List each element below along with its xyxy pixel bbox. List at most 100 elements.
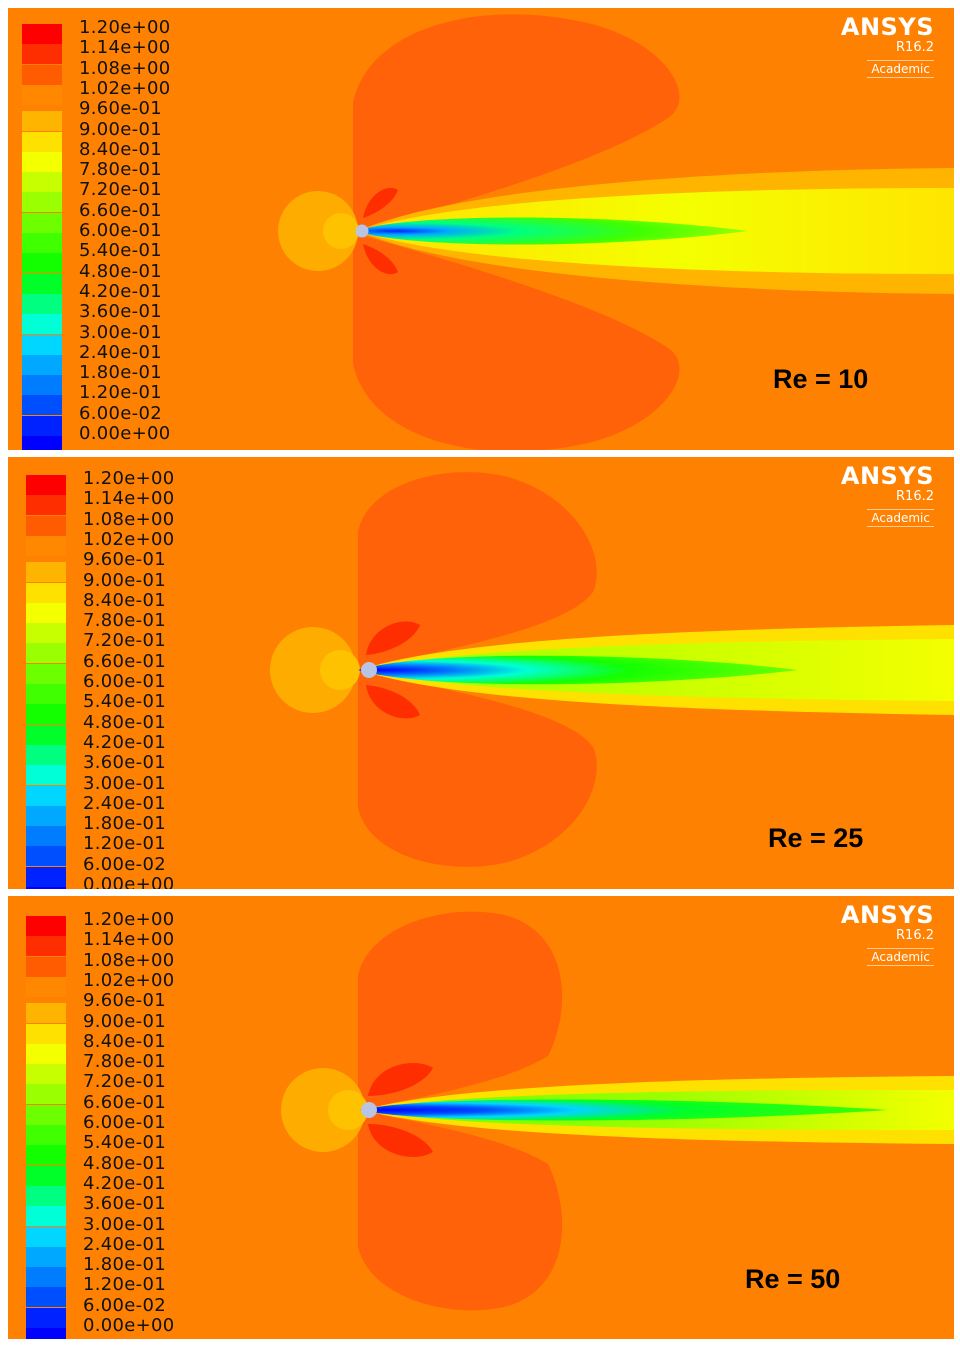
legend-tick-label: 1.14e+00 (83, 488, 175, 510)
legend-tick-label: 2.40e-01 (83, 1233, 166, 1255)
ansys-logo: ANSYS R16.2 Academic (841, 902, 934, 966)
legend-tick-label: 9.00e-01 (83, 569, 166, 591)
reynolds-label: Re = 10 (773, 364, 869, 394)
upper-shear-spot (368, 1063, 433, 1096)
legend-swatch (26, 1185, 66, 1206)
legend-tick-label: 9.00e-01 (79, 118, 162, 140)
legend-tick-label: 4.80e-01 (79, 260, 162, 282)
legend-tick-label: 7.20e-01 (83, 630, 166, 652)
legend-swatch (22, 172, 62, 193)
legend-tick-label: 4.20e-01 (83, 1172, 166, 1194)
legend-tick-label: 3.60e-01 (83, 1193, 166, 1215)
legend-swatch (26, 684, 66, 704)
legend-tick-label: 7.20e-01 (83, 1071, 166, 1093)
legend-swatch (26, 1307, 66, 1328)
legend-swatch (26, 846, 66, 867)
legend-swatch (26, 623, 66, 644)
legend-swatch (22, 273, 62, 294)
legend-tick-label: 6.00e-02 (83, 853, 166, 875)
legend-swatch (22, 212, 62, 233)
legend-swatch (26, 916, 66, 936)
stagnation-zone-inner (323, 213, 359, 249)
brand-name: ANSYS (840, 901, 934, 929)
legend-swatch (26, 1064, 66, 1085)
legend-tick-label: 4.80e-01 (83, 1152, 166, 1174)
lower-acceleration-lobe (358, 1110, 563, 1311)
legend-tick-label: 8.40e-01 (79, 138, 162, 160)
legend-tick-label: 6.00e-02 (79, 402, 162, 424)
brand-edition: Academic (867, 509, 934, 527)
legend-swatch (22, 354, 62, 375)
legend-tick-label: 2.40e-01 (83, 792, 166, 814)
stagnation-zone-outer (281, 1068, 365, 1152)
legend-tick-label: 5.40e-01 (79, 240, 162, 262)
legend-tick-label: 1.08e+00 (79, 57, 171, 79)
legend-tick-label: 7.80e-01 (83, 1051, 166, 1073)
legend-swatch (22, 233, 62, 253)
legend-swatch (26, 495, 66, 516)
brand-edition: Academic (867, 60, 934, 78)
ansys-logo: ANSYS R16.2 Academic (841, 463, 934, 527)
legend-tick-label: 0.00e+00 (79, 423, 171, 444)
legend-tick-label: 6.00e-01 (79, 220, 162, 241)
legend-swatch (22, 415, 62, 436)
legend-tick-label: 3.60e-01 (79, 301, 162, 323)
legend-swatch (26, 1084, 66, 1105)
legend-tick-label: 9.60e-01 (83, 990, 166, 1012)
legend-swatch (26, 1023, 66, 1044)
brand-version: R16.2 (896, 489, 934, 504)
legend-swatch (22, 375, 62, 396)
legend-swatch (22, 111, 62, 132)
legend-tick-label: 8.40e-01 (83, 1030, 166, 1052)
legend-tick-label: 1.08e+00 (83, 508, 175, 530)
lower-shear-spot (368, 1124, 433, 1157)
velocity-contour-field (270, 472, 954, 867)
legend-swatch (26, 535, 66, 556)
legend-tick-label: 6.00e-02 (83, 1294, 166, 1316)
legend-swatch (26, 643, 66, 664)
legend-tick-label: 1.08e+00 (83, 949, 175, 971)
legend-swatch (26, 704, 66, 725)
legend-tick-label: 8.40e-01 (83, 589, 166, 611)
upper-shear-spot (366, 621, 420, 655)
cylinder (361, 662, 377, 678)
legend-swatch (22, 395, 62, 416)
lower-acceleration-lobe (358, 670, 597, 867)
legend-swatch (26, 602, 66, 623)
legend-swatch (26, 805, 66, 826)
brand-name: ANSYS (840, 462, 934, 490)
legend-tick-label: 1.80e-01 (83, 813, 166, 835)
legend-swatch (22, 192, 62, 213)
legend-tick-label: 1.02e+00 (83, 969, 175, 991)
legend-tick-label: 1.20e+00 (79, 17, 171, 38)
legend-tick-label: 6.00e-01 (83, 671, 166, 692)
legend-swatch (22, 314, 62, 335)
cylinder (361, 1102, 377, 1118)
legend-swatch (26, 785, 66, 806)
ansys-logo: ANSYS R16.2 Academic (841, 14, 934, 78)
legend-swatch (26, 1003, 66, 1024)
legend-swatch (22, 253, 62, 274)
legend-tick-label: 3.00e-01 (79, 321, 162, 343)
legend-swatch (26, 744, 66, 765)
cylinder (355, 224, 369, 238)
legend-swatch (26, 582, 66, 603)
legend-tick-label: 2.40e-01 (79, 341, 162, 363)
upper-shear-spot (363, 187, 398, 218)
lower-acceleration-lobe (353, 233, 680, 450)
upper-acceleration-lobe (353, 14, 680, 234)
legend-swatch (26, 1125, 66, 1145)
legend-tick-label: 1.20e+00 (83, 468, 175, 489)
stagnation-zone-inner (320, 650, 360, 690)
reynolds-label: Re = 50 (745, 1264, 841, 1294)
legend-tick-label: 7.80e-01 (83, 610, 166, 632)
wake-core (360, 1099, 888, 1121)
wake-core (356, 217, 748, 245)
legend-tick-label: 0.00e+00 (83, 874, 175, 890)
legend-tick-label: 0.00e+00 (83, 1315, 175, 1336)
stagnation-zone-outer (278, 191, 358, 271)
legend-tick-label: 1.14e+00 (79, 37, 171, 59)
legend-swatch (26, 1226, 66, 1247)
legend-tick-label: 9.60e-01 (83, 549, 166, 571)
contour-panel-re25: 1.20e+00 1.14e+00 1.08e+00 1.02e+00 9.60e-01… (8, 457, 954, 889)
